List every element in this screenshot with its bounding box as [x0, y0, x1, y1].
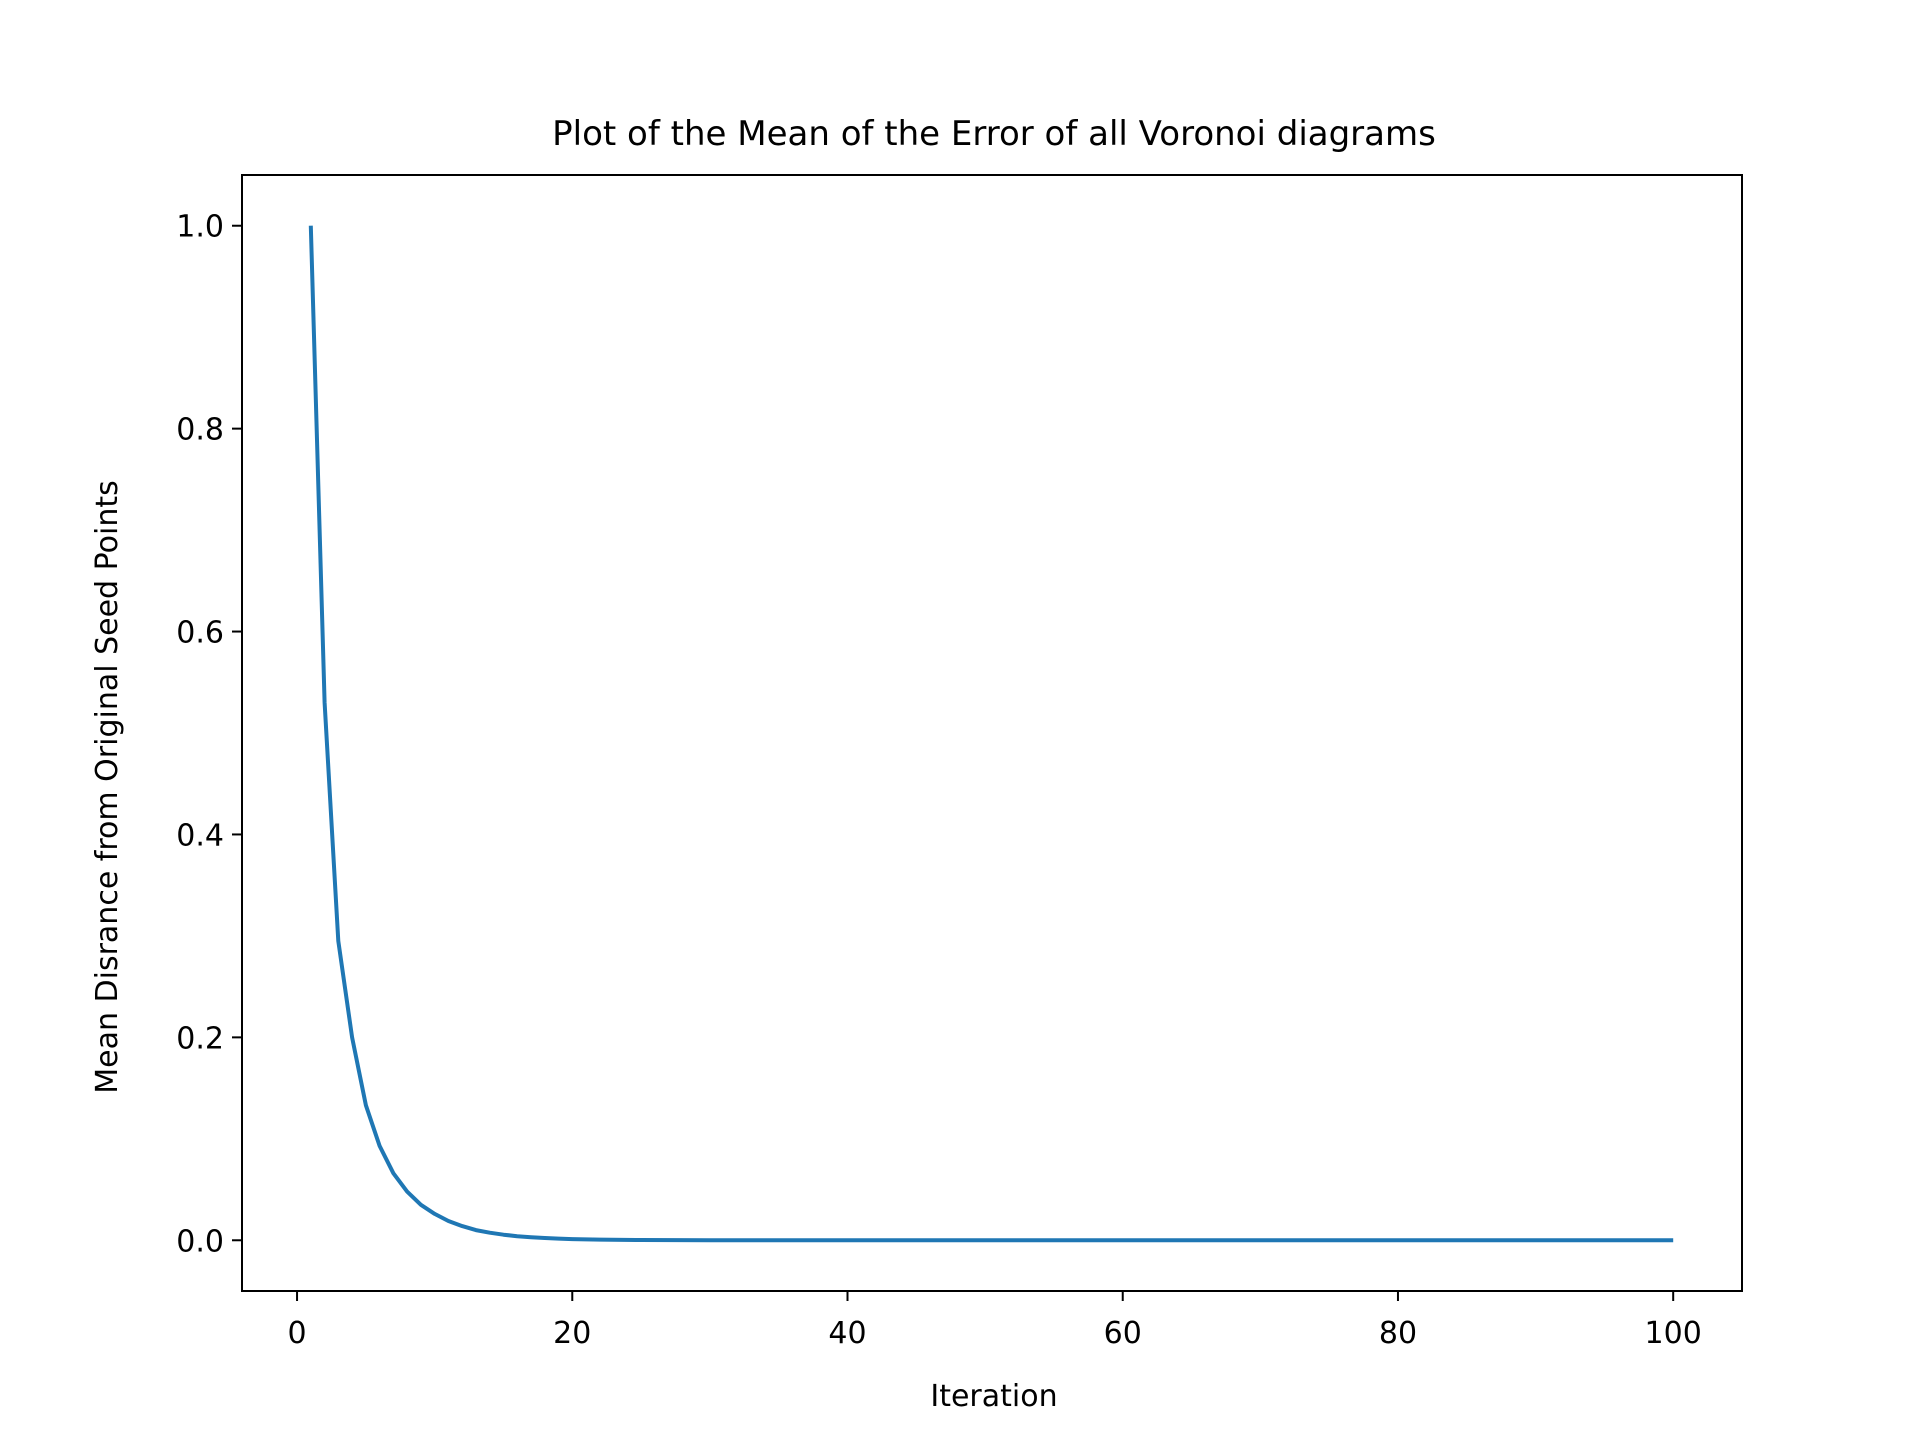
- y-tick-label: 0.6: [176, 616, 224, 651]
- y-tick-label: 1.0: [176, 210, 224, 245]
- x-axis-label: Iteration: [930, 1379, 1057, 1414]
- series-line: [308, 225, 1674, 1243]
- x-tick-label: 80: [1379, 1316, 1417, 1351]
- axes-frame: [241, 174, 1743, 1292]
- x-tick-label: 40: [828, 1316, 866, 1351]
- y-axis: 0.0 0.2 0.4 0.6 0.8 1.0: [176, 210, 242, 1259]
- y-tick-label: 0.4: [176, 818, 224, 853]
- x-tick-label: 60: [1104, 1316, 1142, 1351]
- x-axis: 0 20 40 60 80 100: [287, 1291, 1702, 1351]
- y-tick-label: 0.0: [176, 1224, 224, 1259]
- y-tick-label: 0.2: [176, 1021, 224, 1056]
- chart-title: Plot of the Mean of the Error of all Vor…: [552, 114, 1436, 154]
- x-tick-label: 0: [287, 1316, 306, 1351]
- y-axis-label: Mean Disrance from Original Seed Points: [90, 480, 125, 1094]
- plot-area: [308, 225, 1674, 1243]
- x-tick-label: 100: [1645, 1316, 1702, 1351]
- x-tick-label: 20: [553, 1316, 591, 1351]
- y-tick-label: 0.8: [176, 413, 224, 448]
